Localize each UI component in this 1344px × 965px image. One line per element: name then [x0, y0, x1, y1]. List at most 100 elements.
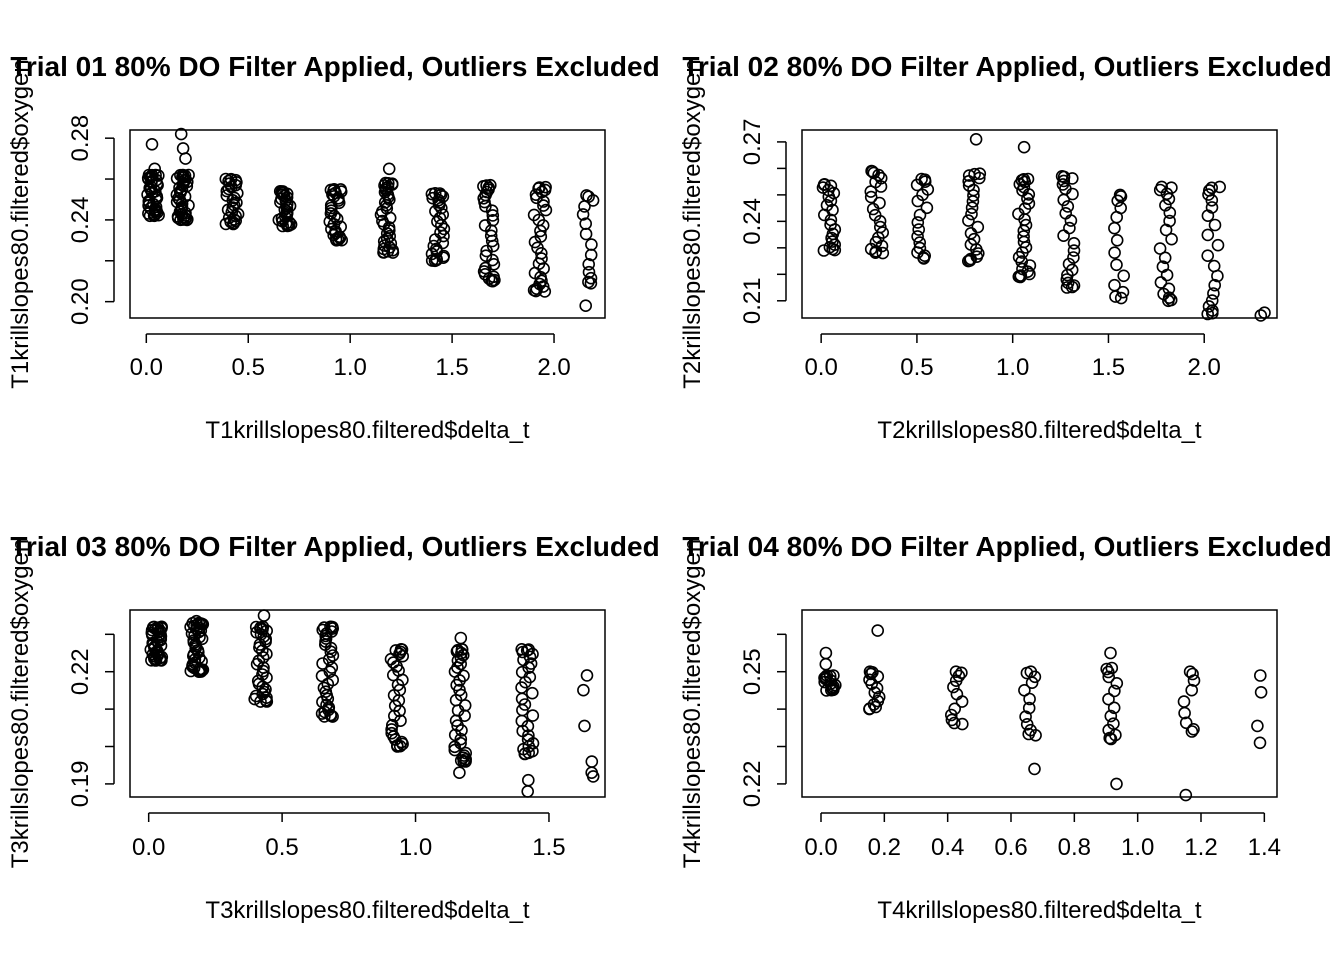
y-tick-label: 0.20: [67, 278, 94, 325]
data-point: [276, 219, 290, 233]
data-point: [1107, 717, 1120, 731]
x-tick-label: 0.4: [931, 834, 964, 861]
data-point: [1202, 188, 1215, 201]
data-point: [1017, 173, 1031, 186]
data-point: [482, 181, 496, 194]
data-point: [149, 168, 162, 182]
data-point: [911, 216, 925, 229]
y-axis-label: T1krillslopes80.filtered$oxygen: [7, 59, 34, 389]
data-point: [317, 681, 331, 695]
data-point: [229, 173, 242, 187]
data-point: [1185, 725, 1199, 738]
x-tick-label: 1.0: [333, 354, 366, 381]
point-cluster: [1018, 665, 1042, 776]
data-point: [955, 666, 968, 680]
data-point: [389, 644, 403, 657]
data-point: [485, 204, 499, 217]
plot-title: Trial 01 80% DO Filter Applied, Outliers…: [10, 51, 659, 82]
data-point: [578, 719, 591, 733]
data-point: [457, 749, 471, 762]
data-point: [971, 220, 985, 234]
data-point: [433, 187, 447, 200]
x-tick-label: 0.6: [994, 834, 1027, 861]
point-cluster: [425, 187, 451, 268]
x-tick-label: 0.0: [804, 834, 837, 861]
data-point: [376, 214, 389, 228]
data-point: [973, 167, 987, 180]
y-axis-label: T2krillslopes80.filtered$oxygen: [679, 59, 706, 389]
data-point: [866, 202, 880, 216]
data-point: [486, 214, 500, 227]
x-axis-label: T4krillslopes80.filtered$delta_t: [877, 897, 1202, 924]
data-point: [1067, 244, 1081, 257]
data-point: [1206, 304, 1219, 317]
data-point: [1062, 257, 1076, 271]
point-cluster: [864, 164, 890, 260]
data-point: [819, 670, 832, 684]
data-point: [487, 270, 500, 284]
point-cluster: [141, 138, 165, 223]
data-point: [915, 172, 928, 186]
data-point: [427, 239, 441, 253]
data-point: [526, 709, 540, 722]
data-point: [434, 188, 448, 202]
data-point: [515, 665, 529, 679]
x-tick-label: 1.4: [1248, 834, 1281, 861]
data-point: [818, 671, 831, 685]
data-point: [579, 299, 593, 313]
data-point: [867, 166, 881, 180]
data-point: [1205, 201, 1219, 214]
data-point: [383, 229, 397, 243]
data-point: [1022, 701, 1036, 715]
data-point: [334, 220, 348, 234]
x-tick-label: 1.5: [1092, 354, 1125, 381]
x-tick-label: 0.5: [265, 834, 298, 861]
data-point: [1208, 278, 1221, 292]
data-point: [873, 196, 886, 210]
data-point: [249, 620, 263, 634]
data-point: [536, 280, 550, 293]
data-point: [385, 177, 399, 190]
data-point: [537, 199, 550, 212]
data-point: [1060, 273, 1074, 286]
data-point: [1100, 662, 1113, 676]
x-axis-label: T2krillslopes80.filtered$delta_t: [877, 417, 1202, 444]
data-point: [868, 208, 882, 222]
data-point: [1165, 181, 1178, 194]
data-point: [451, 719, 464, 732]
data-point: [521, 785, 535, 798]
data-point: [257, 609, 271, 622]
data-point: [273, 185, 287, 198]
data-point: [222, 174, 235, 188]
data-point: [1201, 249, 1214, 262]
data-point: [913, 208, 927, 222]
data-point: [1114, 201, 1127, 215]
point-cluster: [315, 620, 340, 723]
point-cluster: [1177, 665, 1201, 802]
data-point: [147, 620, 161, 634]
x-tick-label: 0.0: [804, 354, 837, 381]
point-cluster: [1012, 140, 1037, 284]
data-point: [1213, 180, 1226, 194]
data-point: [913, 241, 927, 255]
data-point: [1116, 285, 1130, 299]
data-point: [434, 201, 448, 215]
data-point: [480, 179, 493, 192]
y-tick-label: 0.25: [739, 648, 766, 695]
x-tick-label: 1.0: [399, 834, 432, 861]
data-point: [182, 168, 195, 182]
x-tick-label: 1.5: [532, 834, 565, 861]
data-point: [864, 190, 878, 204]
point-cluster: [384, 642, 410, 753]
data-point: [580, 189, 593, 202]
data-point: [385, 726, 399, 740]
data-point: [1063, 221, 1076, 235]
data-point: [920, 201, 934, 215]
data-point: [1021, 172, 1035, 186]
data-point: [155, 620, 168, 634]
y-tick-label: 0.19: [67, 761, 94, 808]
data-point: [1187, 722, 1200, 736]
point-cluster: [527, 180, 553, 298]
data-point: [965, 207, 978, 221]
